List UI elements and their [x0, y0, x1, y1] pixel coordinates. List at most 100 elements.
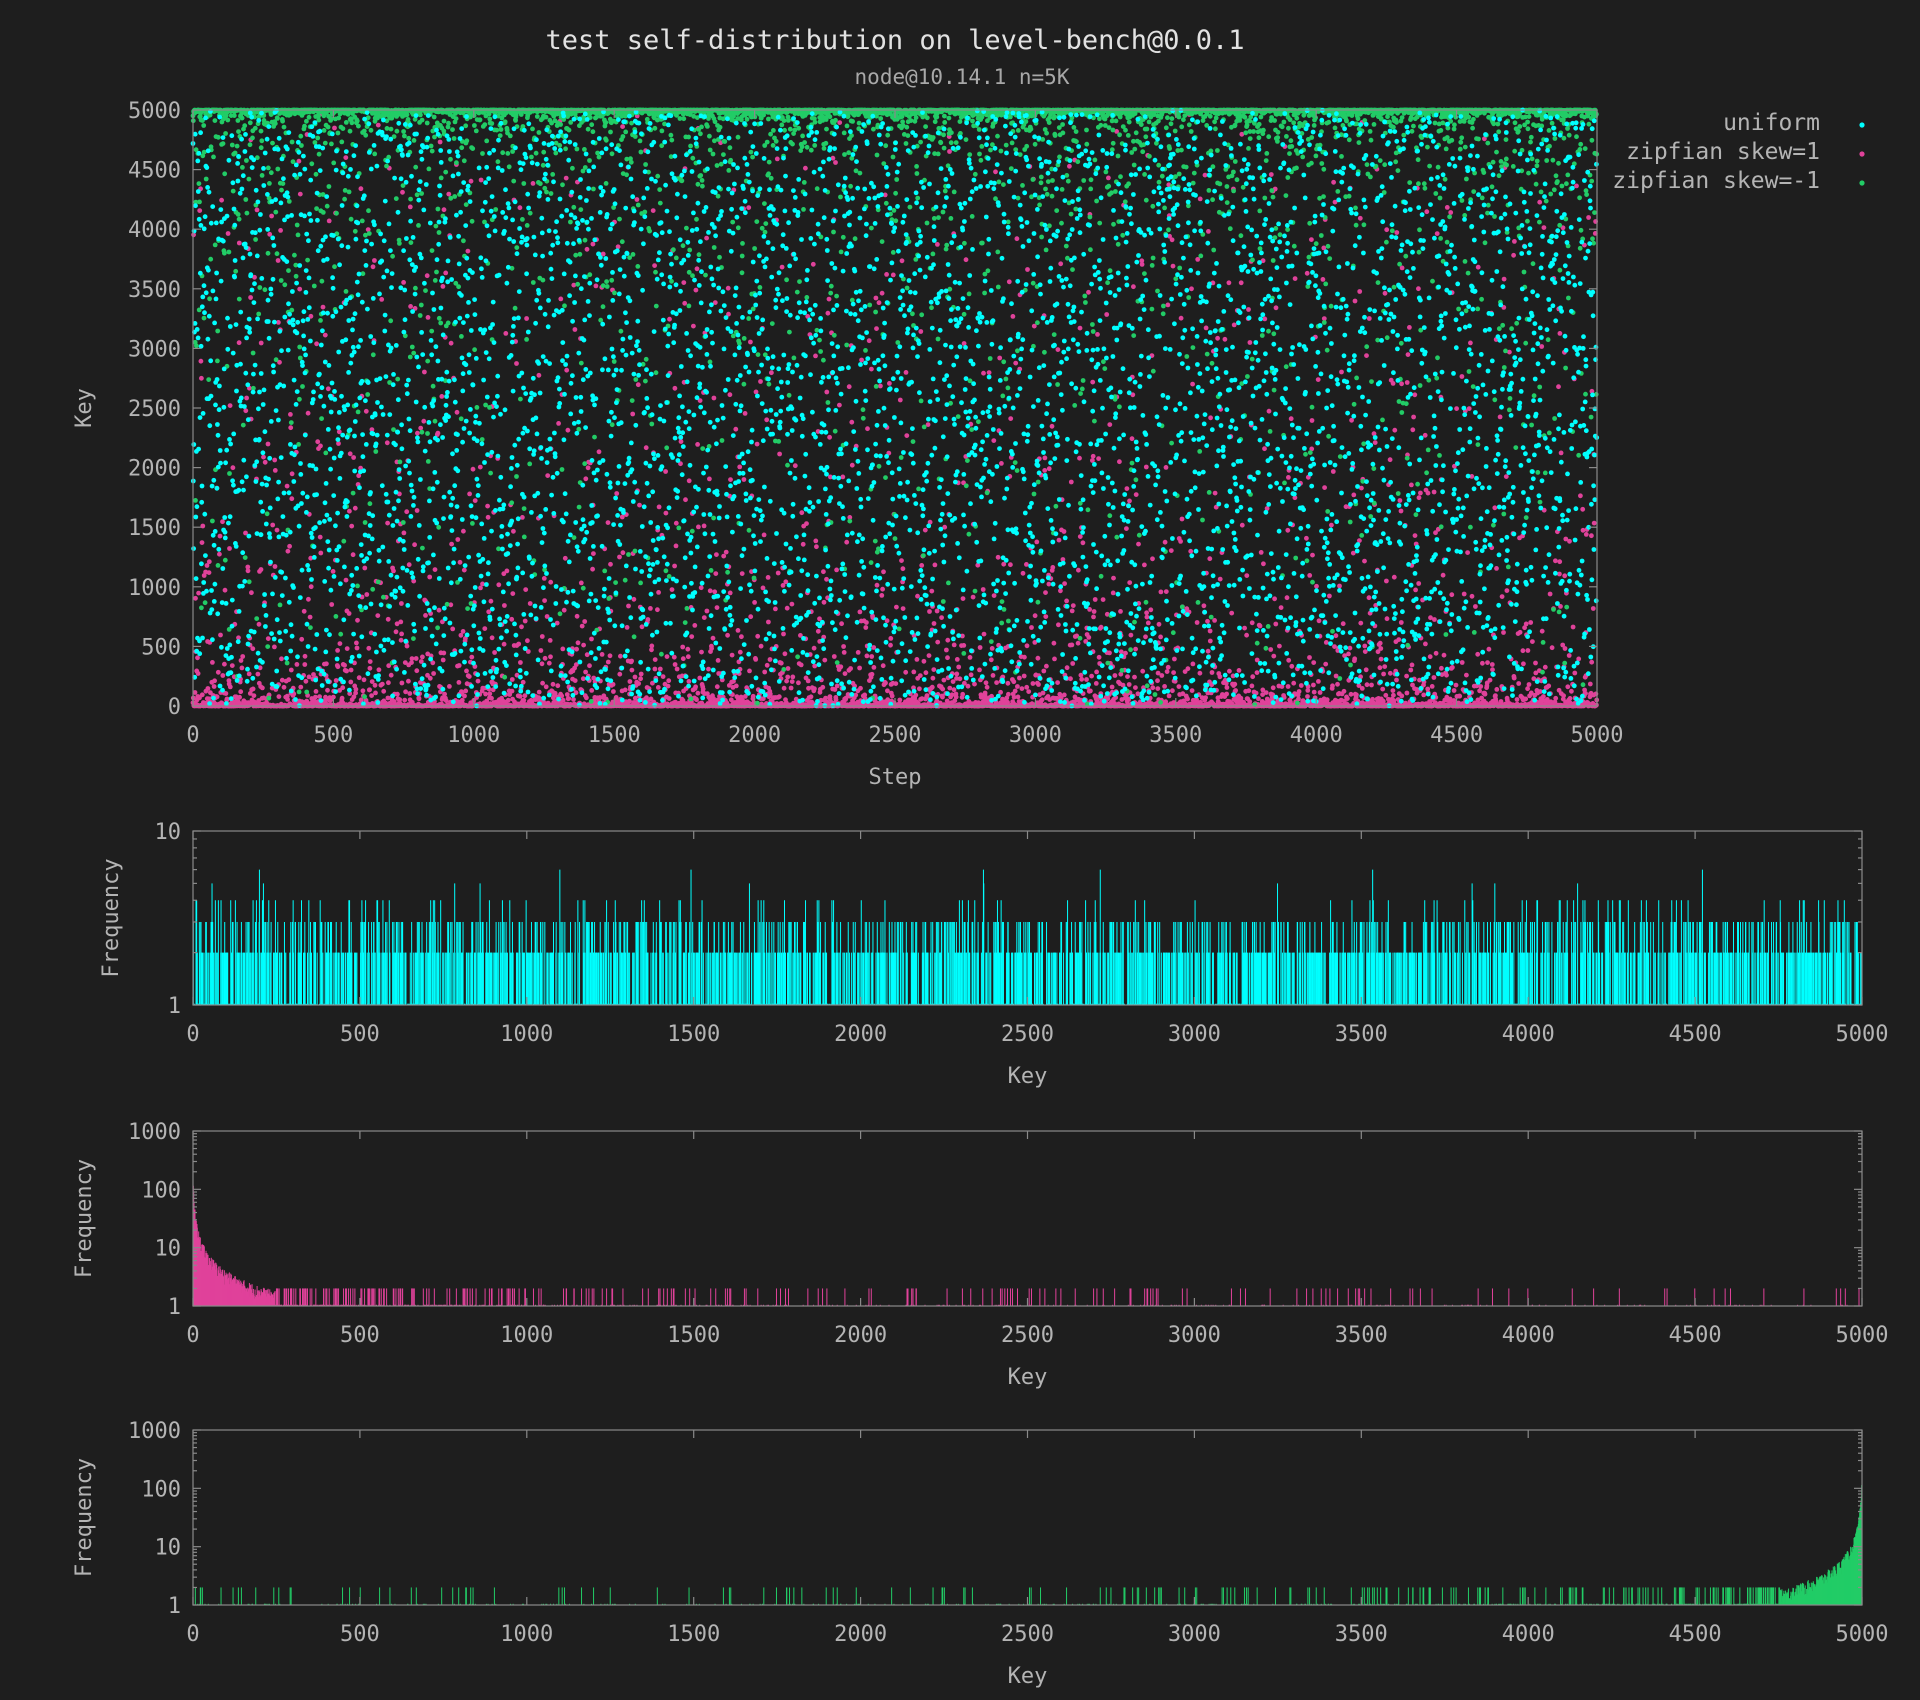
scatter-point: [565, 427, 571, 433]
scatter-point: [1459, 660, 1465, 665]
scatter-point: [304, 698, 310, 704]
scatter-point: [1022, 654, 1027, 660]
scatter-point: [721, 553, 727, 559]
scatter-point: [627, 698, 632, 704]
scatter-point: [888, 636, 894, 641]
scatter-point: [755, 633, 761, 639]
scatter-point: [693, 287, 699, 293]
scatter-point: [894, 604, 899, 610]
scatter-point: [254, 207, 260, 213]
scatter-point: [406, 678, 411, 684]
scatter-point: [1168, 548, 1174, 553]
scatter-point: [669, 587, 675, 592]
scatter-point: [246, 671, 252, 677]
scatter-point: [1288, 416, 1294, 422]
scatter-point: [1572, 670, 1578, 676]
scatter-point: [857, 665, 862, 671]
scatter-point: [199, 375, 204, 381]
scatter-point: [1232, 681, 1238, 687]
scatter-point: [363, 408, 369, 414]
scatter-point: [626, 603, 631, 609]
scatter-point: [1043, 614, 1049, 619]
scatter-point: [1398, 620, 1404, 625]
scatter-point: [440, 619, 445, 625]
scatter-point: [1359, 686, 1365, 691]
scatter-point: [849, 419, 855, 425]
scatter-point: [673, 543, 679, 549]
scatter-point: [1434, 231, 1440, 237]
scatter-point: [1541, 694, 1546, 699]
scatter-point: [715, 658, 721, 663]
scatter-point: [303, 678, 309, 684]
scatter-point: [1055, 680, 1060, 685]
scatter-point: [269, 685, 275, 691]
scatter-point: [1590, 606, 1596, 611]
scatter-point: [863, 625, 869, 630]
scatter-point: [510, 591, 516, 596]
scatter-point: [841, 644, 846, 649]
scatter-point: [1144, 614, 1150, 620]
scatter-point: [485, 514, 491, 520]
scatter-point: [556, 421, 561, 426]
scatter-point: [1258, 550, 1264, 555]
scatter-point: [917, 673, 923, 678]
scatter-point: [364, 592, 370, 597]
scatter-point: [355, 617, 360, 623]
scatter-point: [1226, 280, 1232, 286]
scatter-point: [457, 559, 463, 565]
scatter-point: [418, 425, 424, 431]
scatter-point: [686, 679, 692, 684]
scatter-point: [1499, 594, 1505, 599]
scatter-point: [1304, 270, 1310, 276]
scatter-point: [638, 671, 644, 677]
scatter-point: [1111, 575, 1116, 581]
scatter-point: [407, 204, 413, 210]
scatter-point: [834, 567, 839, 573]
scatter-point: [1357, 215, 1363, 221]
scatter-point: [1427, 654, 1433, 660]
scatter-point: [449, 541, 454, 547]
scatter-point: [1561, 693, 1566, 699]
scatter-point: [750, 693, 756, 699]
scatter-point: [509, 677, 515, 682]
scatter-point: [1320, 277, 1326, 282]
scatter-point: [520, 679, 526, 685]
scatter-point: [347, 691, 353, 696]
scatter-point: [1557, 571, 1562, 577]
scatter-point: [698, 585, 704, 591]
scatter-point: [1017, 675, 1022, 681]
scatter-point: [840, 474, 846, 480]
scatter-point: [317, 534, 323, 540]
scatter-point: [272, 457, 278, 463]
scatter-point: [707, 476, 712, 482]
scatter-point: [1372, 440, 1378, 445]
scatter-point: [1076, 567, 1081, 573]
scatter-point: [1096, 456, 1101, 461]
scatter-point: [243, 530, 248, 536]
scatter-point: [450, 626, 456, 632]
scatter-point: [1285, 684, 1291, 689]
scatter-point: [315, 439, 321, 445]
scatter-point: [1322, 485, 1327, 490]
scatter-point: [945, 637, 951, 643]
scatter-point: [1158, 589, 1164, 595]
scatter-point: [1382, 290, 1388, 296]
scatter-point: [347, 508, 352, 514]
scatter-point: [680, 656, 686, 662]
scatter-point: [590, 241, 596, 247]
scatter-point: [411, 578, 417, 584]
scatter-point: [1464, 672, 1469, 678]
scatter-point: [343, 155, 349, 161]
scatter-point: [643, 445, 649, 451]
scatter-point: [297, 286, 303, 292]
scatter-point: [1311, 689, 1317, 695]
scatter-point: [1094, 669, 1099, 675]
scatter-point: [1030, 681, 1036, 686]
scatter-point: [211, 684, 217, 689]
scatter-point: [671, 654, 677, 660]
scatter-point: [1091, 609, 1097, 614]
scatter-point: [1307, 655, 1312, 660]
scatter-point: [326, 218, 332, 224]
scatter-point: [767, 657, 773, 662]
